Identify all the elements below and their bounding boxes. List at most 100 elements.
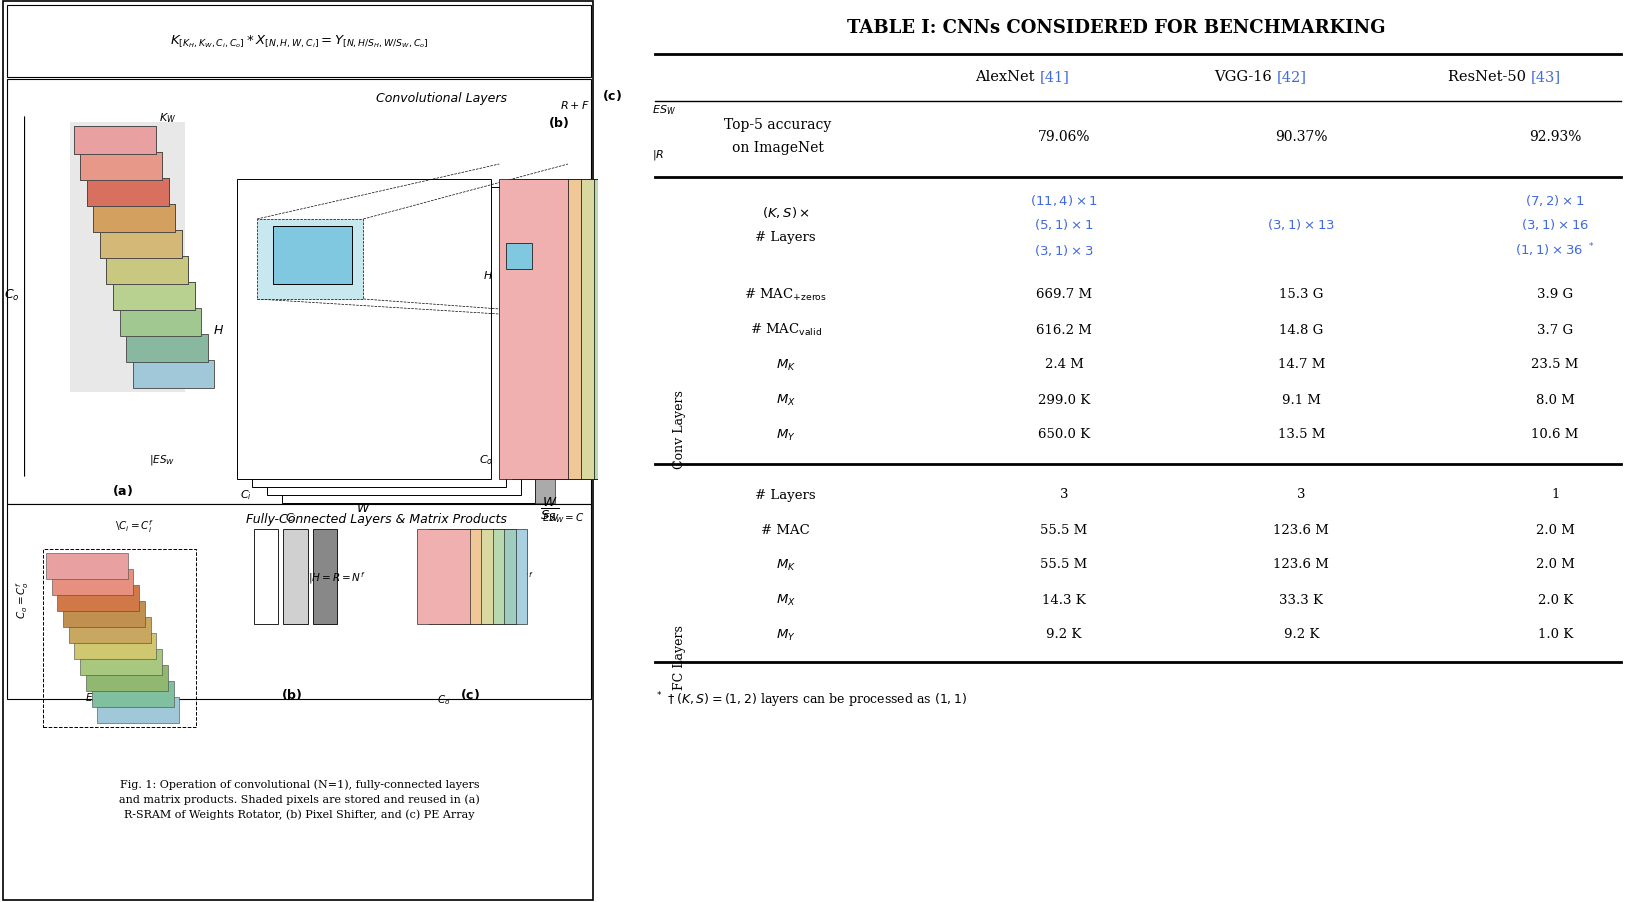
Text: 13.5 M: 13.5 M [1278,428,1324,441]
Text: $C_o{=}C_o^f$: $C_o{=}C_o^f$ [15,580,31,619]
Bar [257,220,363,299]
Text: 92.93%: 92.93% [1529,130,1581,143]
Text: $M_Y$: $M_Y$ [776,627,796,642]
Text: $(1, 1)\times 36\ ^*$: $(1, 1)\times 36\ ^*$ [1516,241,1594,259]
Bar [70,123,185,392]
Bar [499,179,568,480]
Text: 1.0 K: 1.0 K [1537,628,1573,640]
Text: $|R$: $|R$ [652,148,665,161]
Bar [93,205,175,233]
Bar [74,127,156,155]
Bar [535,204,555,503]
Bar [74,127,156,155]
Text: 10.6 M: 10.6 M [1532,428,1578,441]
Bar [452,529,504,624]
Text: $\mathbf{(b)}$: $\mathbf{(b)}$ [280,686,303,702]
Text: Fully-Connected Layers & Matrix Products: Fully-Connected Layers & Matrix Products [246,513,507,526]
Text: 650.0 K: 650.0 K [1038,428,1090,441]
Text: # Layers: # Layers [755,488,817,501]
Bar [80,649,162,676]
Text: $^*\,\dagger(K, S) = (1, 2)$ layers can be processed as $(1, 1)$: $^*\,\dagger(K, S) = (1, 2)$ layers can … [655,689,967,709]
Text: [41]: [41] [1039,70,1069,84]
Text: $ES_W{=}C$: $ES_W{=}C$ [542,511,584,524]
Text: $|K_H$: $|K_H$ [152,133,169,148]
Bar [506,244,532,270]
Bar [512,179,581,480]
Bar [87,179,169,207]
Text: $W$: $W$ [355,502,372,514]
Bar [120,308,201,336]
Text: Top-5 accuracy: Top-5 accuracy [724,118,832,132]
Text: $H$: $H$ [483,269,493,281]
Text: $(11, 4)\times 1$: $(11, 4)\times 1$ [1030,192,1098,207]
Text: $\mathbf{(a)}$: $\mathbf{(a)}$ [113,482,133,497]
Bar [46,554,128,579]
Text: 123.6 M: 123.6 M [1274,557,1329,571]
Text: 14.3 K: 14.3 K [1043,593,1085,606]
Bar [100,231,182,259]
Bar [429,529,481,624]
Text: 3.9 G: 3.9 G [1537,288,1573,301]
Bar [93,205,175,233]
Bar [80,152,162,180]
Text: $(3, 1)\times 3$: $(3, 1)\times 3$ [1035,243,1094,257]
Text: 23.5 M: 23.5 M [1532,358,1578,371]
Bar [113,282,195,310]
Text: 616.2 M: 616.2 M [1036,323,1092,336]
Text: 2.0 K: 2.0 K [1537,593,1573,606]
Text: $M_X$: $M_X$ [776,392,796,407]
Bar [440,529,493,624]
Bar [43,549,196,727]
Bar [52,569,134,595]
Text: $C_o$: $C_o$ [3,287,20,302]
Text: $M_K$: $M_K$ [776,357,796,373]
Text: $ES_W$: $ES_W$ [652,103,676,116]
Bar [64,602,146,627]
Text: $R+F$: $R+F$ [560,99,589,111]
Text: $S_H$: $S_H$ [503,333,516,346]
Text: AlexNet: AlexNet [976,70,1039,84]
Text: Fig. 1: Operation of convolutional (N=1), fully-connected layers
and matrix prod: Fig. 1: Operation of convolutional (N=1)… [120,779,480,819]
Bar [126,335,208,363]
Text: # MAC$_{\mathrm{valid}}$: # MAC$_{\mathrm{valid}}$ [750,322,822,337]
Text: $M_K$: $M_K$ [776,557,796,572]
Text: 1: 1 [1550,488,1560,501]
Text: 8.0 M: 8.0 M [1536,393,1575,406]
Text: 2.4 M: 2.4 M [1044,358,1084,371]
Bar [313,529,337,624]
Text: $C_o$: $C_o$ [478,453,493,466]
Text: 9.1 M: 9.1 M [1282,393,1321,406]
Text: 3.7 G: 3.7 G [1537,323,1573,336]
Text: 33.3 K: 33.3 K [1280,593,1323,606]
Bar [80,152,162,180]
Text: 2.0 M: 2.0 M [1536,523,1575,536]
Text: ResNet-50: ResNet-50 [1449,70,1531,84]
Text: $(3, 1)\times 16$: $(3, 1)\times 16$ [1521,217,1590,232]
Bar [252,188,506,487]
Text: $(5, 1)\times 1$: $(5, 1)\times 1$ [1035,217,1094,232]
Text: 14.7 M: 14.7 M [1278,358,1324,371]
Text: 9.2 K: 9.2 K [1046,628,1082,640]
Text: 299.0 K: 299.0 K [1038,393,1090,406]
Text: FC Layers: FC Layers [673,625,686,690]
Bar [87,179,169,207]
Text: $(3, 1)\times 13$: $(3, 1)\times 13$ [1267,217,1336,232]
Bar [283,529,308,624]
Text: # MAC$_{\mathrm{+zeros}}$: # MAC$_{\mathrm{+zeros}}$ [745,287,827,303]
Bar [565,179,634,480]
Text: $H$: $H$ [213,323,224,336]
Text: 3: 3 [1059,488,1069,501]
Text: $M_X$: $M_X$ [776,592,796,607]
Bar [75,633,157,659]
Text: $(7, 2)\times 1$: $(7, 2)\times 1$ [1526,192,1585,207]
Text: 123.6 M: 123.6 M [1274,523,1329,536]
Bar [552,179,620,480]
Bar [57,585,139,612]
Text: TABLE I: CNNs CONSIDERED FOR BENCHMARKING: TABLE I: CNNs CONSIDERED FOR BENCHMARKIN… [848,19,1385,37]
Text: # Layers: # Layers [755,231,817,244]
Text: $|H{=}R{=}N^f$: $|H{=}R{=}N^f$ [308,569,365,585]
Text: $C_i$: $C_i$ [172,134,183,148]
Bar [106,257,188,285]
Bar [106,257,188,285]
Bar [7,80,591,504]
